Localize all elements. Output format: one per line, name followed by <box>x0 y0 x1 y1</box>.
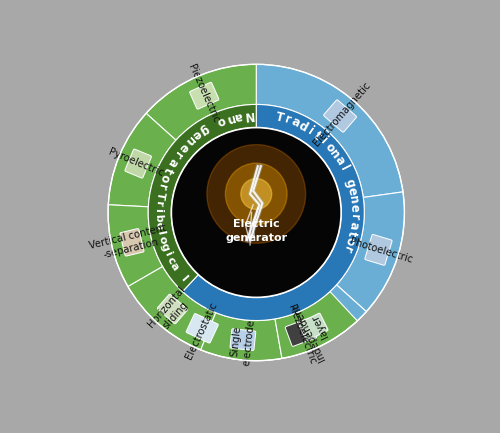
Text: Electrostatic: Electrostatic <box>184 301 219 361</box>
Text: T: T <box>274 110 285 125</box>
Text: t: t <box>161 165 175 175</box>
Text: c: c <box>164 255 176 265</box>
Wedge shape <box>182 104 364 320</box>
Text: T: T <box>154 191 166 200</box>
Text: i: i <box>153 208 164 212</box>
Wedge shape <box>238 285 366 361</box>
Wedge shape <box>146 65 256 140</box>
Wedge shape <box>108 205 162 287</box>
Text: e: e <box>348 204 361 213</box>
Text: a: a <box>332 154 347 168</box>
Circle shape <box>241 178 272 210</box>
Text: g: g <box>342 178 357 189</box>
Circle shape <box>172 128 341 297</box>
FancyBboxPatch shape <box>324 100 356 132</box>
FancyBboxPatch shape <box>125 149 152 178</box>
Text: r: r <box>170 148 184 160</box>
Text: e: e <box>190 127 204 142</box>
Text: r: r <box>283 113 293 127</box>
Circle shape <box>207 145 306 243</box>
Text: n: n <box>327 146 342 161</box>
Text: i: i <box>305 124 316 137</box>
Wedge shape <box>128 267 216 350</box>
Wedge shape <box>256 65 403 197</box>
Text: Horizontal
sliding: Horizontal sliding <box>146 284 196 337</box>
Text: t: t <box>345 229 359 237</box>
FancyBboxPatch shape <box>190 82 219 109</box>
Wedge shape <box>148 104 256 291</box>
Text: r: r <box>348 213 361 220</box>
FancyBboxPatch shape <box>186 313 218 343</box>
Text: l: l <box>155 229 166 235</box>
Text: a: a <box>164 155 180 168</box>
Text: r: r <box>340 244 354 254</box>
Text: r: r <box>154 200 164 206</box>
Text: Electromagnetic: Electromagnetic <box>312 80 372 148</box>
Text: t: t <box>311 129 324 142</box>
Text: Piezoelectric: Piezoelectric <box>286 304 318 366</box>
Text: n: n <box>224 111 235 126</box>
Text: o: o <box>156 234 168 245</box>
Text: n: n <box>346 195 360 205</box>
Text: n: n <box>182 133 198 148</box>
FancyBboxPatch shape <box>230 329 256 350</box>
Text: Pyroelectric: Pyroelectric <box>106 147 165 178</box>
Text: o: o <box>215 113 227 129</box>
Text: Electric
generator: Electric generator <box>225 220 288 242</box>
FancyBboxPatch shape <box>365 234 392 265</box>
Text: e: e <box>176 140 191 154</box>
Text: l: l <box>337 163 350 173</box>
Wedge shape <box>108 113 176 207</box>
Text: i: i <box>162 249 172 257</box>
Text: o: o <box>157 172 172 184</box>
Text: a: a <box>290 115 302 130</box>
Text: i: i <box>318 135 330 147</box>
FancyBboxPatch shape <box>158 294 188 324</box>
FancyBboxPatch shape <box>298 313 328 341</box>
Text: a: a <box>168 261 180 272</box>
FancyBboxPatch shape <box>286 318 316 346</box>
Text: o: o <box>322 140 337 155</box>
Text: o: o <box>342 236 357 247</box>
Wedge shape <box>200 313 282 361</box>
Text: d: d <box>296 119 310 134</box>
Text: a: a <box>346 220 360 230</box>
Text: r: r <box>154 183 168 192</box>
FancyBboxPatch shape <box>120 229 144 256</box>
Text: e: e <box>345 186 359 197</box>
Text: o: o <box>154 220 164 229</box>
Circle shape <box>226 163 287 225</box>
Text: Vertical content
-separation: Vertical content -separation <box>88 223 170 263</box>
Text: Single
electrode: Single electrode <box>229 318 256 367</box>
Text: a: a <box>234 109 243 123</box>
Text: Photoelectric: Photoelectric <box>348 236 414 265</box>
Text: b: b <box>153 213 164 222</box>
Wedge shape <box>155 291 243 359</box>
Text: Piezoelectric: Piezoelectric <box>186 63 220 124</box>
Wedge shape <box>336 192 404 312</box>
Wedge shape <box>275 291 357 359</box>
Text: l: l <box>178 273 188 283</box>
Text: Independent
layer: Independent layer <box>290 296 339 362</box>
Text: N: N <box>242 108 254 122</box>
Text: g: g <box>198 122 211 137</box>
Text: g: g <box>158 241 170 252</box>
